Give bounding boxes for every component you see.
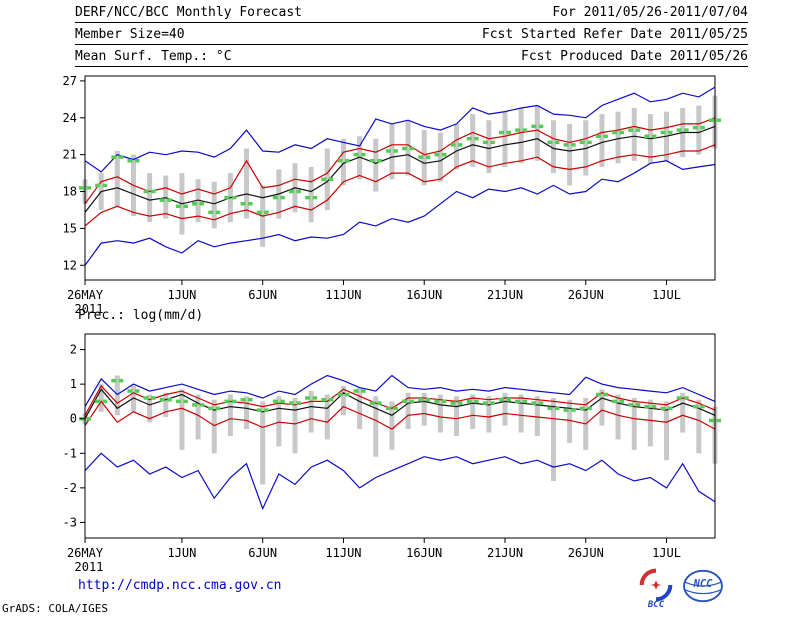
- forecast-range: For 2011/05/26-2011/07/04: [552, 5, 748, 20]
- header-divider: [75, 66, 748, 67]
- svg-text:1JUL: 1JUL: [652, 546, 681, 560]
- svg-text:1: 1: [70, 377, 77, 391]
- bcc-logo-label: BCC: [647, 600, 665, 610]
- prec-chart: -3 -2 -1 0 1 2 26MAY 1JUN 6JUN 11JUN 16JUN 21JUN 26J…: [63, 333, 721, 574]
- svg-text:24: 24: [63, 111, 77, 125]
- svg-text:15: 15: [63, 221, 77, 235]
- svg-text:-1: -1: [63, 446, 77, 460]
- prec-chart-title: Prec.: log(mm/d): [78, 308, 204, 323]
- svg-text:1JUN: 1JUN: [167, 546, 196, 560]
- header-row-3: Mean Surf. Temp.: °C Fcst Produced Date …: [75, 49, 748, 64]
- svg-text:12: 12: [63, 258, 77, 272]
- grads-credit: GrADS: COLA/IGES: [2, 602, 108, 615]
- header-divider: [75, 22, 748, 23]
- svg-text:16JUN: 16JUN: [406, 546, 442, 560]
- svg-text:0: 0: [70, 412, 77, 426]
- svg-text:26JUN: 26JUN: [568, 288, 604, 302]
- svg-text:6JUN: 6JUN: [248, 288, 277, 302]
- ncc-logo-label: NCC: [693, 578, 714, 590]
- page-title: DERF/NCC/BCC Monthly Forecast: [75, 5, 302, 20]
- header-row-2: Member Size=40 Fcst Started Refer Date 2…: [75, 27, 748, 42]
- bcc-logo-icon: BCC: [638, 568, 674, 610]
- svg-text:18: 18: [63, 185, 77, 199]
- svg-text:26MAY: 26MAY: [67, 288, 104, 302]
- svg-text:-2: -2: [63, 481, 77, 495]
- svg-text:11JUN: 11JUN: [325, 288, 361, 302]
- svg-text:11JUN: 11JUN: [325, 546, 361, 560]
- svg-text:27: 27: [63, 74, 77, 88]
- svg-text:1JUL: 1JUL: [652, 288, 681, 302]
- svg-text:16JUN: 16JUN: [406, 288, 442, 302]
- temp-chart-title: Mean Surf. Temp.: °C: [75, 49, 232, 64]
- svg-text:26JUN: 26JUN: [568, 546, 604, 560]
- ncc-logo-icon: NCC: [682, 568, 724, 604]
- svg-text:2: 2: [70, 343, 77, 357]
- svg-text:2011: 2011: [75, 302, 104, 316]
- header-row-1: DERF/NCC/BCC Monthly Forecast For 2011/0…: [75, 5, 748, 20]
- header-divider: [75, 44, 748, 45]
- svg-text:1JUN: 1JUN: [167, 288, 196, 302]
- produced-date-label: Fcst Produced Date 2011/05/26: [521, 49, 748, 64]
- svg-text:2011: 2011: [75, 560, 104, 574]
- footer-logos: BCC NCC: [638, 568, 724, 610]
- svg-text:21JUN: 21JUN: [487, 288, 523, 302]
- member-size-label: Member Size=40: [75, 27, 185, 42]
- svg-text:21JUN: 21JUN: [487, 546, 523, 560]
- svg-text:21: 21: [63, 148, 77, 162]
- refer-date-label: Fcst Started Refer Date 2011/05/25: [481, 27, 748, 42]
- svg-text:6JUN: 6JUN: [248, 546, 277, 560]
- svg-text:-3: -3: [63, 515, 77, 529]
- temp-chart: 12 15 18 21 24 27 26MAY 1JUN 6JUN 11JUN 16JUN 21JUN…: [63, 74, 721, 316]
- website-url: http://cmdp.ncc.cma.gov.cn: [78, 578, 282, 593]
- svg-text:26MAY: 26MAY: [67, 546, 104, 560]
